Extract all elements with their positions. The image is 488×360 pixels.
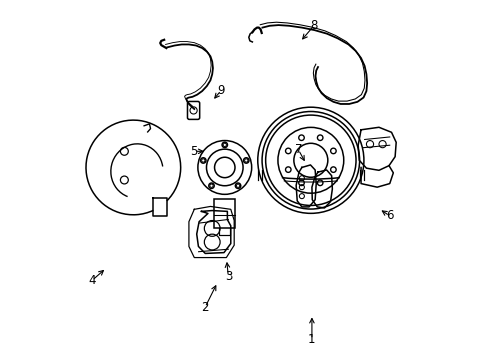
Text: 3: 3	[224, 270, 232, 283]
Text: 6: 6	[385, 210, 393, 222]
Bar	[214, 199, 234, 228]
Text: 2: 2	[201, 301, 208, 314]
Circle shape	[222, 142, 227, 148]
Text: 4: 4	[88, 274, 96, 287]
Circle shape	[235, 183, 240, 188]
Text: 1: 1	[307, 333, 315, 346]
Text: 9: 9	[217, 84, 224, 97]
Circle shape	[200, 158, 205, 163]
Text: 7: 7	[294, 143, 302, 156]
Text: 8: 8	[310, 19, 318, 32]
Circle shape	[243, 158, 248, 163]
FancyBboxPatch shape	[187, 102, 199, 120]
Text: 5: 5	[190, 145, 198, 158]
Circle shape	[208, 183, 214, 188]
